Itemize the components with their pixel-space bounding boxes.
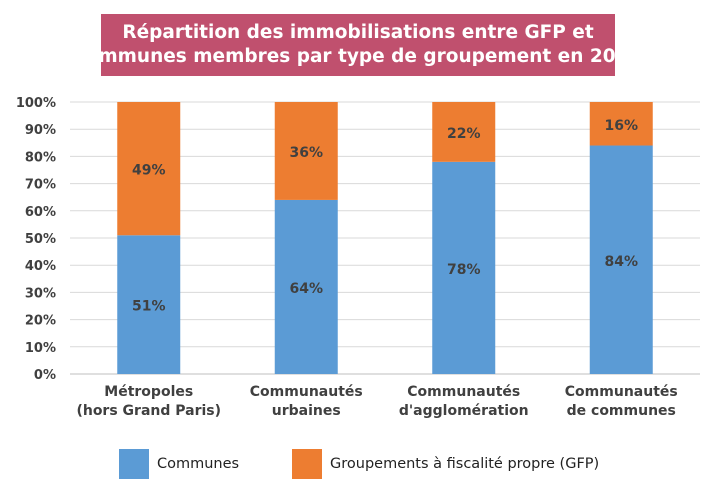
legend-swatch-gfp (292, 449, 322, 479)
y-tick-label: 70% (25, 178, 56, 193)
y-tick-label: 100% (16, 96, 56, 111)
x-tick-label: Communautés (250, 384, 363, 400)
x-tick-label: urbaines (272, 403, 341, 419)
legend-item-gfp: Groupements à fiscalité propre (GFP) (292, 449, 599, 479)
bar-segment (589, 102, 653, 146)
y-tick-label: 80% (25, 150, 56, 165)
data-label: 16% (604, 118, 638, 134)
data-label: 51% (132, 299, 166, 315)
stacked-bar-chart: 0% 10% 20% 30% 40% 50% 60% 70% 80% 90% 100% 51% 49% M… (16, 96, 700, 419)
bar-segment (117, 102, 181, 236)
bar-segment (432, 102, 496, 162)
data-label: 22% (447, 126, 481, 142)
chart-title-box: Répartition des immobilisations entre GF… (75, 14, 641, 76)
data-label: 78% (447, 262, 481, 278)
y-tick-label: 0% (34, 368, 56, 383)
x-tick-label: de communes (567, 403, 676, 419)
data-label: 49% (132, 163, 166, 179)
x-tick-label: d'agglomération (399, 403, 529, 419)
y-tick-label: 30% (25, 286, 56, 301)
bar-segment (432, 161, 496, 374)
x-tick-label: Communautés (407, 384, 520, 400)
legend-swatch-communes (119, 449, 149, 479)
chart-title-line-1: Répartition des immobilisations entre GF… (122, 22, 594, 43)
y-tick-label: 20% (25, 314, 56, 329)
data-label: 36% (289, 145, 323, 161)
bar-segment (274, 199, 338, 374)
data-label: 84% (604, 254, 638, 270)
bar-segment (589, 145, 653, 374)
data-label: 64% (289, 281, 323, 297)
legend-label-communes: Communes (157, 456, 240, 472)
x-tick-label: Métropoles (104, 384, 193, 400)
legend-label-gfp: Groupements à fiscalité propre (GFP) (330, 456, 600, 472)
y-tick-label: 10% (25, 341, 56, 356)
x-tick-label: (hors Grand Paris) (76, 403, 221, 419)
legend-item-communes: Communes (119, 449, 239, 479)
y-tick-label: 50% (25, 232, 56, 247)
y-tick-label: 60% (25, 205, 56, 220)
bar-segment (274, 102, 338, 200)
y-tick-label: 90% (25, 123, 56, 138)
bar-segment (117, 235, 181, 374)
x-tick-label: Communautés (565, 384, 678, 400)
chart-title-line-2: communes membres par type de groupement … (74, 46, 642, 67)
legend: Communes Groupements à fiscalité propre … (0, 449, 722, 481)
y-tick-label: 40% (25, 259, 56, 274)
